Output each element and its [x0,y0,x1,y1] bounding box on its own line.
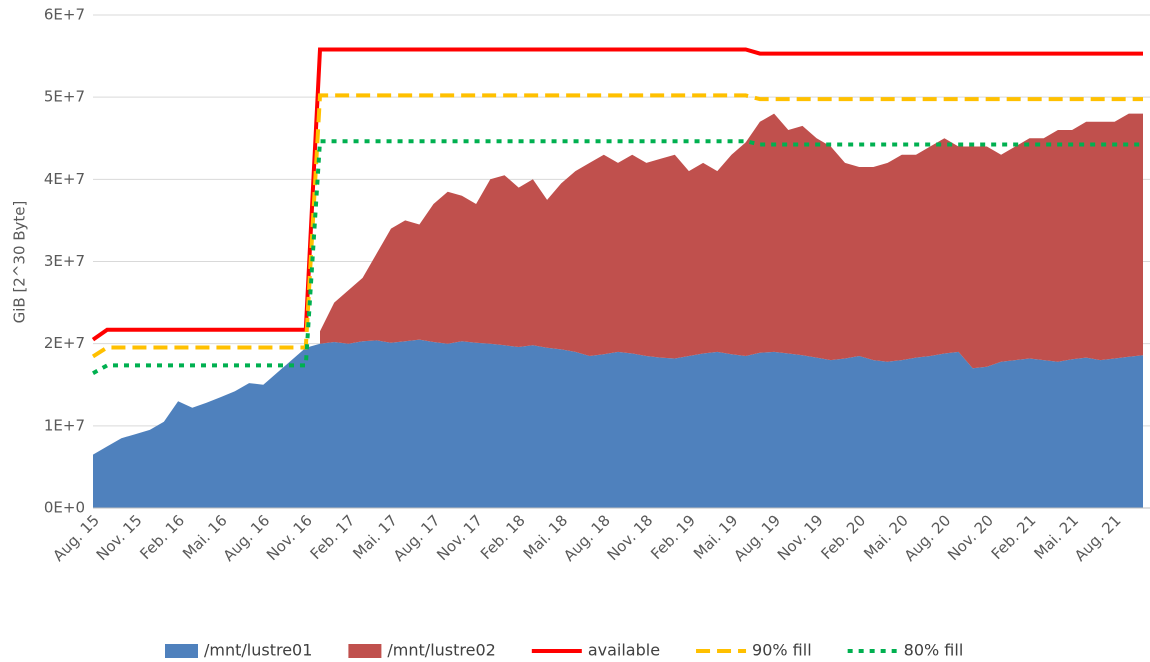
legend: /mnt/lustre01/mnt/lustre02 available 90% f… [165,641,963,660]
y-tick-label: 4E+7 [44,170,85,188]
x-tick-label: Nov. 19 [774,511,827,564]
legend-label: 80% fill [904,641,964,660]
legend-swatch [348,644,382,658]
y-tick-label: 0E+0 [44,499,85,517]
y-tick-label: 3E+7 [44,252,85,270]
x-tick-label: Nov. 17 [433,511,486,564]
x-tick-label: Aug. 17 [390,511,444,565]
x-tick-label: Nov. 16 [263,511,316,564]
line [91,93,1143,359]
y-axis-label: GiB [2^30 Byte] [11,201,29,324]
x-tick-label: Nov. 18 [604,511,657,564]
x-tick-label: Aug. 16 [220,511,274,565]
legend-label: 90% fill [752,641,812,660]
x-tick-label: Nov. 20 [944,511,997,564]
x-tick-label: Feb. 17 [307,511,359,563]
line [92,139,1143,375]
legend-label: /mnt/lustre01 [204,641,312,660]
y-tick-label: 1E+7 [44,416,85,434]
x-tick-label: Aug. 20 [901,511,955,565]
x-tick-label: Aug. 15 [49,511,103,565]
x-tick-label: Feb. 20 [817,511,869,563]
legend-label: /mnt/lustre02 [387,641,495,660]
area [320,113,1143,369]
y-tick-label: 6E+7 [44,6,85,24]
x-tick-label: Aug. 21 [1071,511,1125,565]
x-tick-label: Feb. 21 [988,511,1040,563]
x-tick-label: Aug. 19 [730,511,784,565]
y-tick-label: 2E+7 [44,334,85,352]
x-tick-label: Nov. 15 [93,511,146,564]
x-tick-label: Feb. 18 [477,511,529,563]
legend-label: available [588,641,660,660]
legend-swatch [165,644,198,658]
x-tick-label: Aug. 18 [560,511,614,565]
line [91,47,1143,342]
x-tick-label: Feb. 16 [136,511,188,563]
y-tick-label: 5E+7 [44,88,85,106]
area [93,339,1143,508]
x-tick-label: Feb. 19 [647,511,699,563]
